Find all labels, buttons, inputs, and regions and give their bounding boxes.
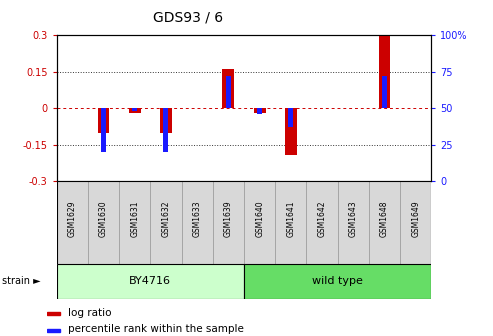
Text: GSM1629: GSM1629 bbox=[68, 200, 77, 237]
Text: log ratio: log ratio bbox=[68, 307, 111, 318]
Bar bbox=[244, 181, 275, 264]
Text: GSM1649: GSM1649 bbox=[411, 200, 420, 237]
Text: GSM1643: GSM1643 bbox=[349, 200, 358, 237]
Bar bbox=[275, 181, 307, 264]
Bar bbox=[379, 35, 390, 108]
Bar bbox=[382, 76, 387, 108]
Bar bbox=[57, 264, 244, 299]
Bar bbox=[57, 181, 88, 264]
Bar bbox=[98, 108, 109, 133]
Bar bbox=[338, 181, 369, 264]
Bar bbox=[244, 264, 431, 299]
Bar bbox=[88, 181, 119, 264]
Bar bbox=[119, 181, 150, 264]
Bar bbox=[132, 108, 137, 111]
Bar bbox=[101, 108, 106, 152]
Bar bbox=[369, 181, 400, 264]
Text: GSM1630: GSM1630 bbox=[99, 200, 108, 237]
Bar bbox=[254, 108, 266, 113]
Bar bbox=[226, 76, 231, 108]
Text: GSM1632: GSM1632 bbox=[162, 200, 171, 237]
Text: GSM1631: GSM1631 bbox=[130, 200, 139, 237]
Bar bbox=[213, 181, 244, 264]
Bar bbox=[307, 181, 338, 264]
Bar bbox=[129, 108, 141, 113]
Bar bbox=[222, 69, 234, 108]
Text: BY4716: BY4716 bbox=[129, 277, 172, 286]
Bar bbox=[160, 108, 172, 133]
Text: wild type: wild type bbox=[312, 277, 363, 286]
Bar bbox=[181, 181, 213, 264]
Text: GDS93 / 6: GDS93 / 6 bbox=[153, 10, 223, 24]
Bar bbox=[285, 108, 297, 155]
Text: strain ►: strain ► bbox=[2, 277, 41, 286]
Text: GSM1640: GSM1640 bbox=[255, 200, 264, 237]
Text: GSM1641: GSM1641 bbox=[286, 200, 295, 237]
Text: percentile rank within the sample: percentile rank within the sample bbox=[68, 324, 244, 334]
Text: GSM1642: GSM1642 bbox=[317, 200, 326, 237]
Bar bbox=[257, 108, 262, 114]
Text: GSM1639: GSM1639 bbox=[224, 200, 233, 237]
Bar bbox=[400, 181, 431, 264]
Text: GSM1633: GSM1633 bbox=[193, 200, 202, 237]
Bar bbox=[164, 108, 169, 152]
Bar bbox=[47, 312, 60, 315]
Bar bbox=[150, 181, 181, 264]
Bar bbox=[47, 329, 60, 332]
Bar bbox=[288, 108, 293, 127]
Text: GSM1648: GSM1648 bbox=[380, 200, 389, 237]
